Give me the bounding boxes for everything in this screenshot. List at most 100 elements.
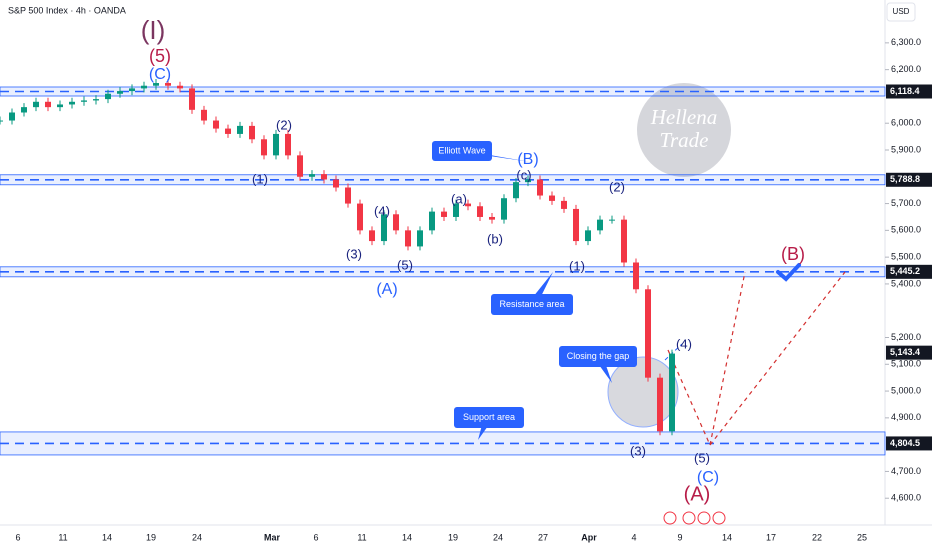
candle xyxy=(633,262,639,290)
callout-box xyxy=(454,407,524,428)
candle xyxy=(573,208,579,242)
candle xyxy=(549,195,555,201)
y-tick-label: 6,200.0 xyxy=(891,64,921,74)
callout-box xyxy=(432,141,492,161)
x-tick-label: 14 xyxy=(402,532,412,542)
candle xyxy=(645,289,651,378)
candle xyxy=(81,100,87,102)
candle xyxy=(21,107,27,113)
y-tick-label: 5,500.0 xyxy=(891,252,921,262)
event-icon xyxy=(663,511,677,525)
candle xyxy=(513,182,519,199)
candle xyxy=(309,174,315,177)
price-tag-label: 5,445.2 xyxy=(890,266,920,276)
x-tick-label: Mar xyxy=(264,532,281,542)
candle xyxy=(477,206,483,217)
candle xyxy=(117,91,123,94)
event-icon xyxy=(712,511,726,525)
candle xyxy=(105,93,111,100)
candle xyxy=(489,216,495,220)
candle xyxy=(189,88,195,110)
candle xyxy=(585,230,591,242)
wave-label: (2) xyxy=(276,117,292,132)
wave-label: (1) xyxy=(569,258,585,273)
last-price-tag xyxy=(886,345,932,360)
candle xyxy=(621,219,627,263)
candle xyxy=(213,120,219,129)
candle xyxy=(249,125,255,140)
y-tick-label: 4,700.0 xyxy=(891,466,921,476)
wave-label: (B) xyxy=(781,244,805,264)
wave-label: (A) xyxy=(684,483,711,505)
wave-label: (A) xyxy=(376,281,397,298)
y-tick-label: 6,300.0 xyxy=(891,37,921,47)
x-tick-label: 14 xyxy=(102,532,112,542)
symbol-title: S&P 500 Index · 4h · OANDA xyxy=(8,5,126,15)
candle xyxy=(69,101,75,105)
x-tick-label: 25 xyxy=(857,532,867,542)
y-tick-label: 5,700.0 xyxy=(891,198,921,208)
candle xyxy=(597,219,603,231)
price-tag xyxy=(886,436,932,451)
candle xyxy=(141,85,147,89)
currency: USD xyxy=(893,7,910,16)
price-tag xyxy=(886,172,932,187)
candle xyxy=(273,133,279,156)
candle xyxy=(465,203,471,207)
x-tick-label: 9 xyxy=(677,532,682,542)
candle xyxy=(405,230,411,247)
candle xyxy=(537,179,543,196)
x-tick-label: 6 xyxy=(15,532,20,542)
wave-label: (C) xyxy=(149,66,171,83)
watermark: Hellena xyxy=(650,105,717,129)
candle xyxy=(93,99,99,101)
candle xyxy=(0,120,3,122)
candle xyxy=(177,85,183,89)
x-tick-label: 14 xyxy=(722,532,732,542)
event-icon xyxy=(697,511,711,525)
candle xyxy=(333,179,339,188)
y-tick-label: 5,200.0 xyxy=(891,332,921,342)
x-tick-label: 17 xyxy=(766,532,776,542)
callout-box xyxy=(559,346,637,367)
candle xyxy=(261,139,267,156)
wave-label: (1) xyxy=(252,171,268,186)
wave-label: (4) xyxy=(676,336,692,351)
x-tick-label: 27 xyxy=(538,532,548,542)
y-tick-label: 5,100.0 xyxy=(891,359,921,369)
candle xyxy=(609,219,615,221)
y-tick-label: 5,600.0 xyxy=(891,225,921,235)
candle xyxy=(429,211,435,231)
candle xyxy=(501,198,507,220)
candle xyxy=(45,101,51,108)
candle xyxy=(441,211,447,217)
candle xyxy=(393,214,399,231)
candle xyxy=(417,230,423,247)
candle xyxy=(357,203,363,231)
wave-label: (2) xyxy=(609,179,625,194)
candle xyxy=(345,187,351,204)
price-tag-label: 5,788.8 xyxy=(890,174,920,184)
candle xyxy=(237,125,243,134)
candle xyxy=(225,128,231,134)
check-icon xyxy=(776,263,801,282)
candle xyxy=(33,101,39,108)
candle xyxy=(165,83,171,86)
candle xyxy=(297,155,303,177)
projection xyxy=(664,343,683,361)
price-tag-label: 4,804.5 xyxy=(890,438,920,448)
gap-circle xyxy=(607,356,679,428)
currency-button[interactable] xyxy=(886,2,916,22)
y-tick-label: 5,900.0 xyxy=(891,144,921,154)
candle xyxy=(381,214,387,242)
x-tick-label: 24 xyxy=(192,532,202,542)
candle xyxy=(129,88,135,92)
x-tick-label: 24 xyxy=(493,532,503,542)
callout-box xyxy=(491,294,573,315)
wave-label: (5) xyxy=(694,450,710,465)
price-tag xyxy=(886,84,932,99)
callout-text: Support area xyxy=(463,412,515,422)
y-tick-label: 4,900.0 xyxy=(891,412,921,422)
wave-label: (c) xyxy=(516,167,531,182)
candle xyxy=(669,353,675,432)
